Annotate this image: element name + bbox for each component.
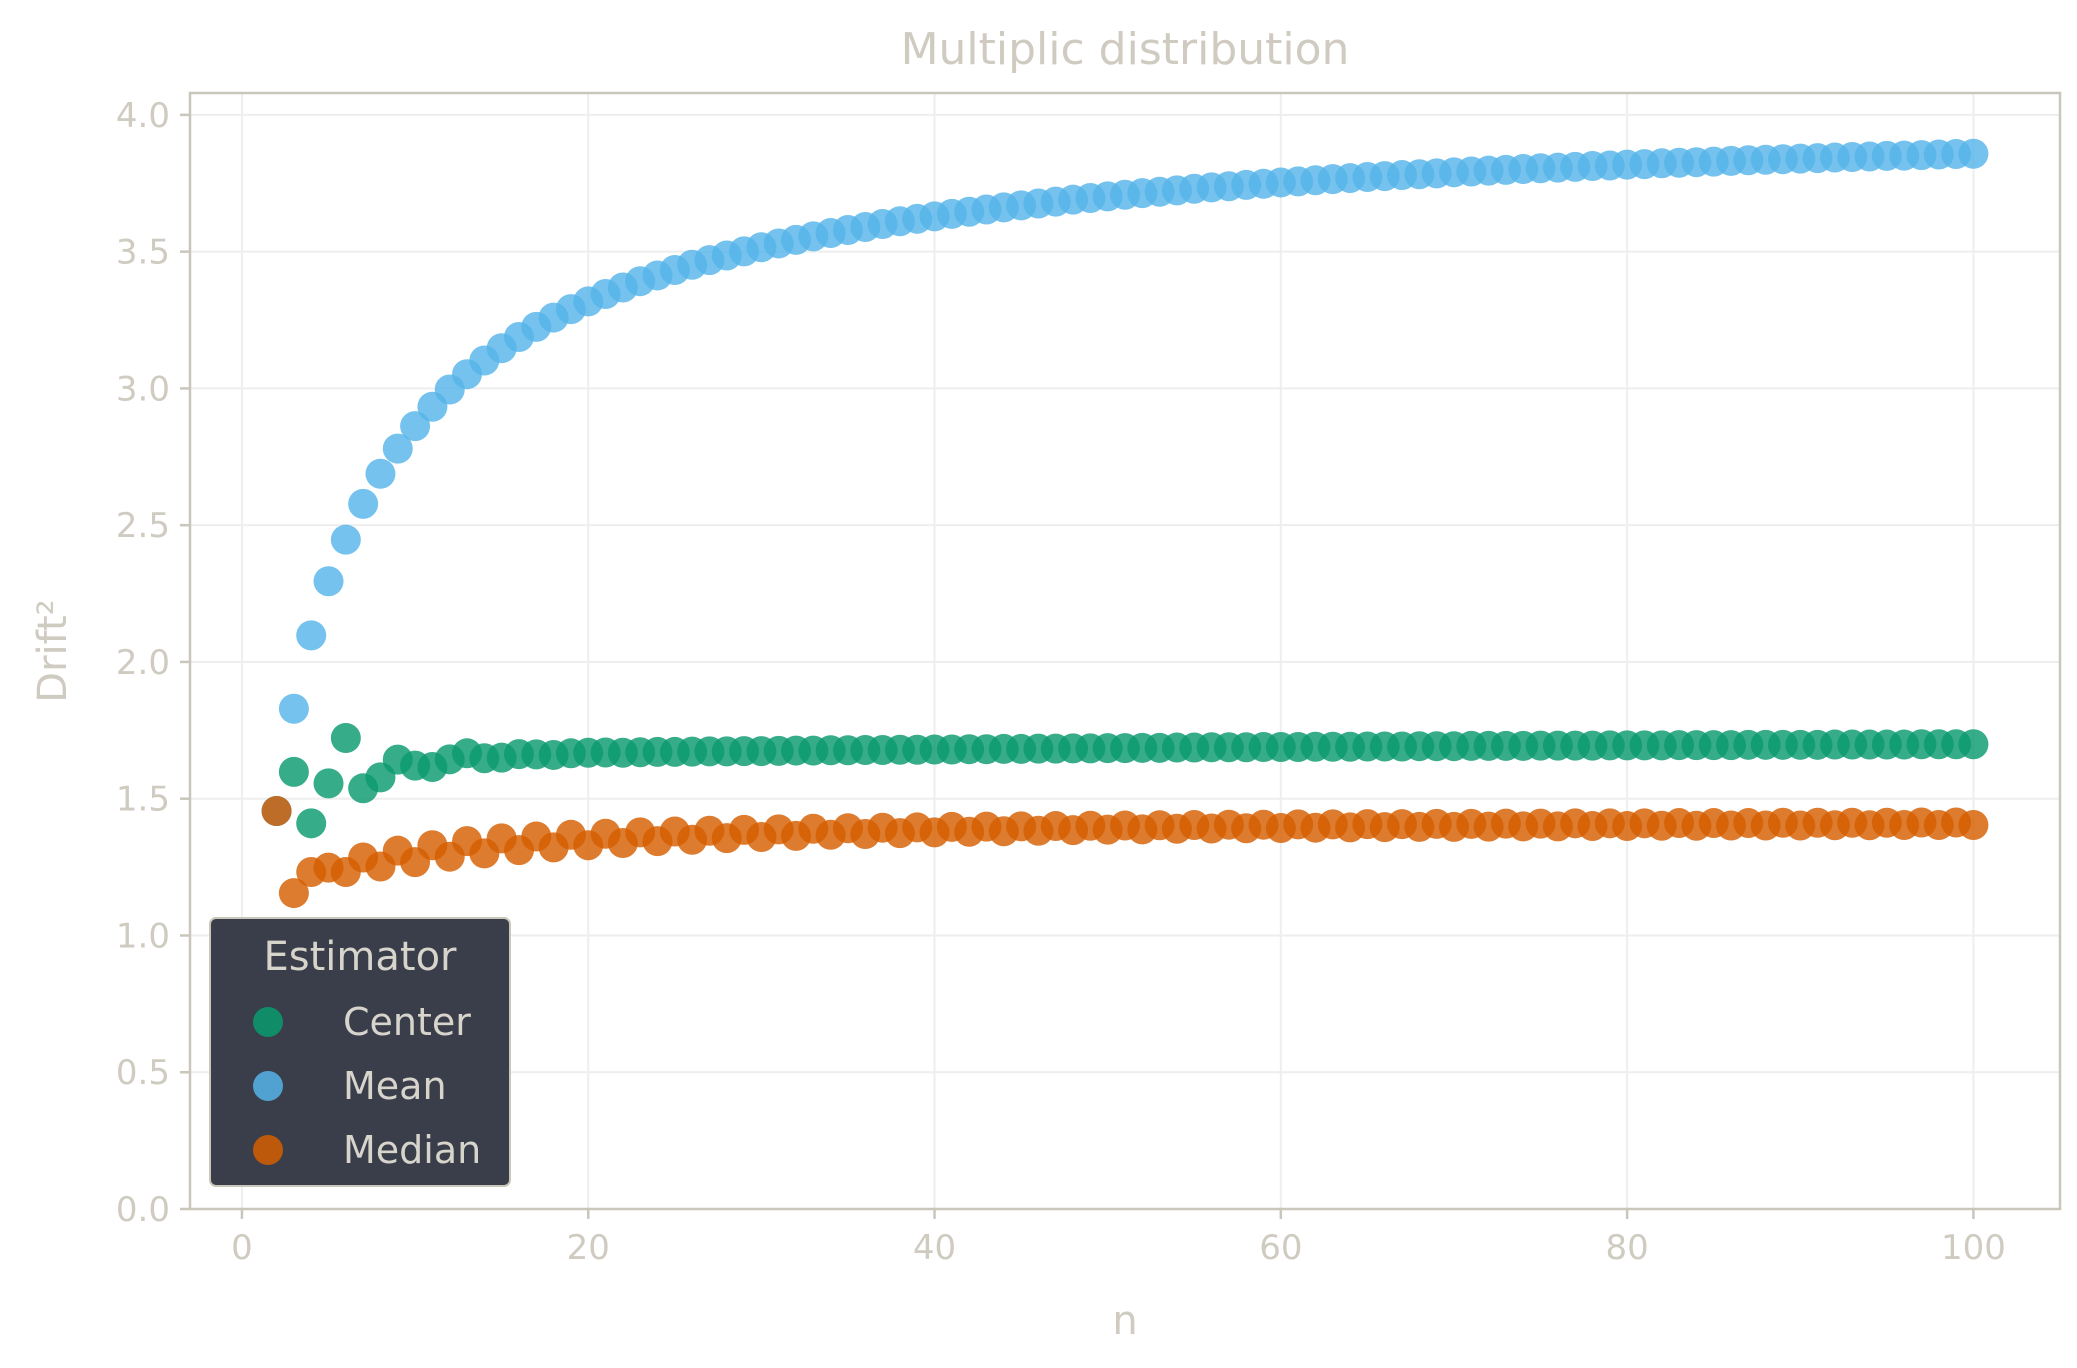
series-median	[261, 796, 1989, 909]
data-point-median	[278, 878, 309, 909]
data-point-mean	[1958, 138, 1989, 169]
legend-label-center: Center	[343, 1000, 471, 1044]
legend-label-mean: Mean	[343, 1064, 447, 1108]
legend-marker-mean	[253, 1071, 283, 1101]
y-tick-label: 2.5	[116, 506, 170, 546]
data-point-mean	[365, 458, 396, 489]
y-tick-label: 0.0	[116, 1190, 170, 1230]
axis-ticks: 0 20 40 60 80 100 0.0 0.5 1.0 1.5 2.0 2.5 3.0 3.5 4.0	[116, 96, 2006, 1268]
data-point-mean	[296, 620, 327, 651]
y-tick-label: 4.0	[116, 96, 170, 136]
x-axis-title: n	[1112, 1298, 1137, 1344]
data-point-median	[261, 796, 292, 827]
x-tick-label: 0	[231, 1228, 253, 1268]
y-tick-label: 0.5	[116, 1053, 170, 1093]
legend-marker-median	[253, 1135, 283, 1165]
data-point-center	[1958, 729, 1989, 760]
data-point-mean	[400, 411, 431, 442]
data-point-mean	[382, 433, 413, 464]
chart-title: Multiplic distribution	[901, 24, 1350, 75]
data-point-mean	[278, 693, 309, 724]
data-point-center	[330, 722, 361, 753]
legend-box	[209, 917, 511, 1187]
y-tick-label: 1.5	[116, 780, 170, 820]
data-points	[261, 138, 1989, 909]
legend-title: Estimator	[264, 934, 458, 980]
y-tick-label: 3.5	[116, 233, 170, 273]
y-axis-title: Drift²	[30, 599, 76, 702]
data-point-center	[278, 756, 309, 787]
y-tick-label: 3.0	[116, 369, 170, 409]
data-point-center	[296, 808, 327, 839]
series-center	[261, 722, 1989, 839]
x-tick-label: 40	[913, 1228, 956, 1268]
grid	[190, 93, 2060, 1210]
data-point-median	[1958, 809, 1989, 840]
y-tick-label: 2.0	[116, 643, 170, 683]
x-tick-label: 100	[1941, 1228, 2006, 1268]
plot-frame	[188, 91, 2062, 1211]
x-tick-label: 80	[1605, 1228, 1648, 1268]
x-tick-label: 20	[567, 1228, 610, 1268]
data-point-mean	[330, 524, 361, 555]
legend: Estimator Center Mean Median	[209, 917, 511, 1187]
data-point-center	[313, 768, 344, 799]
x-tick-label: 60	[1259, 1228, 1302, 1268]
legend-marker-center	[253, 1007, 283, 1037]
series-mean	[261, 138, 1989, 827]
data-point-mean	[313, 566, 344, 597]
y-tick-label: 1.0	[116, 916, 170, 956]
legend-label-median: Median	[343, 1128, 481, 1172]
data-point-mean	[348, 488, 379, 519]
